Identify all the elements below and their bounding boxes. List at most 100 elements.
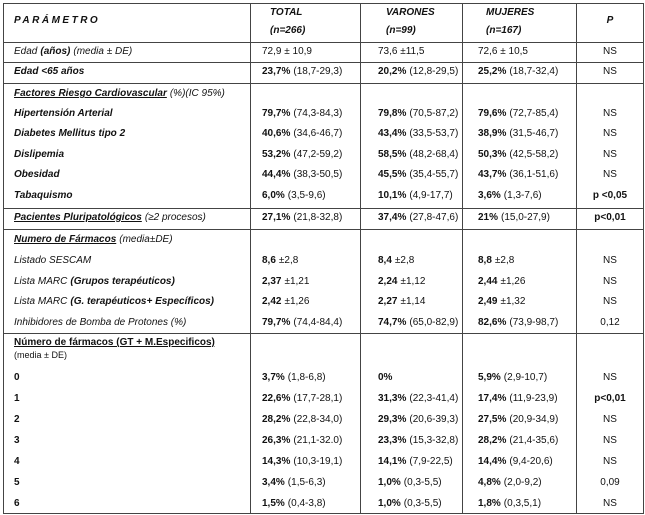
value-cell: NS [577, 296, 643, 308]
value-cell: 22,6% (17,7-28,1) [262, 393, 342, 405]
value-cell: NS [577, 66, 643, 78]
value-cell: NS [577, 46, 643, 58]
value-cell: 10,1% (4,9-17,7) [378, 190, 453, 202]
header-cell: TOTAL [270, 7, 303, 18]
value-strong: 23,7% [262, 66, 291, 77]
value-strong: 2,44 [478, 276, 498, 287]
value-text: ±1,14 [400, 296, 426, 307]
row-label: Edad <65 años [14, 66, 84, 78]
value-strong: 14,3% [262, 456, 291, 467]
label-text: (%)(IC 95%) [169, 88, 225, 99]
value-cell: 20,2% (12,8-29,5) [378, 66, 458, 78]
row-label: 3 [14, 435, 20, 447]
value-text: ±1,12 [400, 276, 426, 287]
value-text: 0,12 [600, 317, 620, 328]
value-strong: 29,3% [378, 414, 407, 425]
value-text: (34,6-46,7) [293, 128, 343, 139]
value-text: (20,9-34,9) [509, 414, 559, 425]
value-text: (74,3-84,3) [293, 108, 343, 119]
value-strong: 26,3% [262, 435, 291, 446]
value-strong: 53,2% [262, 149, 291, 160]
label-text: Edad <65 años [14, 66, 85, 77]
value-cell: 29,3% (20,6-39,3) [378, 414, 458, 426]
value-text: ±1,26 [500, 276, 526, 287]
label-text: Pacientes Pluripatológicos [14, 212, 142, 223]
value-cell: 1,0% (0,3-5,5) [378, 498, 442, 510]
value-strong: 38,9% [478, 128, 507, 139]
value-cell: 25,2% (18,7-32,4) [478, 66, 558, 78]
value-strong: 5,9% [478, 372, 501, 383]
label-text: Diabetes Mellitus tipo 2 [14, 128, 126, 139]
value-strong: 3,4% [262, 477, 285, 488]
value-cell: 43,4% (33,5-53,7) [378, 128, 458, 140]
value-strong: 14,1% [378, 456, 407, 467]
value-strong: 25,2% [478, 66, 507, 77]
value-strong: 2,42 [262, 296, 282, 307]
value-text: 72,6 ± 10,5 [478, 46, 528, 57]
value-text: (33,5-53,7) [409, 128, 459, 139]
header-cell: P [606, 15, 614, 26]
value-strong: 45,5% [378, 169, 407, 180]
value-cell: 14,3% (10,3-19,1) [262, 456, 342, 468]
value-cell: NS [577, 128, 643, 140]
value-text: (9,4-20,6) [509, 456, 553, 467]
value-text: 0,09 [600, 477, 620, 488]
value-text: NS [603, 276, 617, 287]
label-text: Obesidad [14, 169, 60, 180]
label-text: (media ± DE) [14, 350, 67, 360]
value-cell: 14,1% (7,9-22,5) [378, 456, 453, 468]
value-cell: 79,7% (74,4-84,4) [262, 317, 342, 329]
column-border [360, 3, 361, 513]
value-strong: p<0,01 [594, 393, 626, 404]
value-cell: 44,4% (38,3-50,5) [262, 169, 342, 181]
value-cell: 28,2% (21,4-35,6) [478, 435, 558, 447]
label-text: (G. terapéuticos+ Específicos) [70, 296, 215, 307]
value-strong: 50,3% [478, 149, 507, 160]
value-text: (20,6-39,3) [409, 414, 459, 425]
value-text: NS [603, 149, 617, 160]
value-cell: 58,5% (48,2-68,4) [378, 149, 458, 161]
header-cell: VARONES [386, 7, 435, 18]
value-text: (1,8-6,8) [287, 372, 326, 383]
row-label: 4 [14, 456, 20, 468]
row-label: 5 [14, 477, 20, 489]
value-strong: 1,0% [378, 477, 401, 488]
row-border [3, 83, 644, 84]
value-strong: 79,7% [262, 317, 291, 328]
value-strong: 17,4% [478, 393, 507, 404]
value-strong: 43,4% [378, 128, 407, 139]
value-text: (0,3-5,5) [403, 498, 442, 509]
value-cell: NS [577, 414, 643, 426]
value-text: (3,5-9,6) [287, 190, 326, 201]
value-text: (0,3,5,1) [503, 498, 542, 509]
value-text: NS [603, 456, 617, 467]
value-text: (27,8-47,6) [409, 212, 459, 223]
value-strong: 79,6% [478, 108, 507, 119]
value-text: (0,3-5,5) [403, 477, 442, 488]
row-border [3, 513, 644, 514]
value-cell: 1,8% (0,3,5,1) [478, 498, 541, 510]
value-cell: NS [577, 149, 643, 161]
value-cell: 74,7% (65,0-82,9) [378, 317, 458, 329]
value-text: (7,9-22,5) [409, 456, 453, 467]
value-strong: 40,6% [262, 128, 291, 139]
value-cell: NS [577, 372, 643, 384]
value-text: ±2,8 [494, 255, 515, 266]
value-text: (22,8-34,0) [293, 414, 343, 425]
value-strong: 79,8% [378, 108, 407, 119]
value-text: ±2,8 [394, 255, 415, 266]
value-cell: NS [577, 498, 643, 510]
value-strong: 2,49 [478, 296, 498, 307]
value-text: NS [603, 128, 617, 139]
label-text: Número de fármacos (GT + M.Especificos) [14, 337, 215, 348]
value-cell: 82,6% (73,9-98,7) [478, 317, 558, 329]
value-text: (0,4-3,8) [287, 498, 326, 509]
value-cell: 53,2% (47,2-59,2) [262, 149, 342, 161]
value-strong: 8,8 [478, 255, 492, 266]
column-border [643, 3, 644, 513]
value-cell: 5,9% (2,9-10,7) [478, 372, 547, 384]
row-label: Factores Riesgo Cardiovascular (%)(IC 95%… [14, 88, 225, 100]
value-cell: 2,27 ±1,14 [378, 296, 425, 308]
row-border [3, 42, 644, 43]
value-text: 72,9 ± 10,9 [262, 46, 312, 57]
